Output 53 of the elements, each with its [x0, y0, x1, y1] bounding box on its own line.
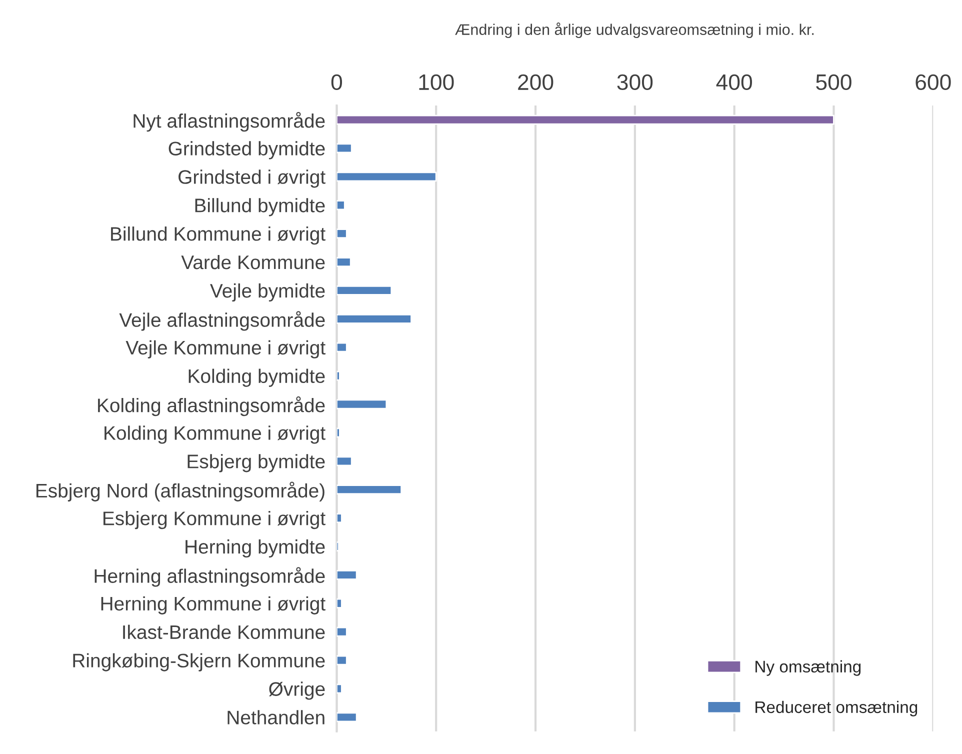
bar — [336, 370, 340, 381]
y-tick-label: Esbjerg Nord (aflastningsområde) — [36, 482, 324, 502]
legend-label: Ny omsætning — [756, 660, 861, 676]
legend-label: Reduceret omsætning — [756, 700, 918, 716]
bar — [336, 314, 412, 324]
x-tick-label: 0 — [331, 74, 342, 90]
y-tick-label: Esbjerg Kommune i øvrigt — [104, 510, 326, 530]
bar — [336, 655, 348, 666]
y-tick-label: Kolding aflastningsområde — [98, 396, 325, 416]
x-tick-label: 100 — [419, 74, 454, 90]
y-tick-label: Vejle Kommune i øvrigt — [126, 340, 326, 358]
bar — [336, 513, 342, 523]
y-tick-label: Grindsted bymidte — [168, 141, 325, 160]
x-tick-label: 200 — [518, 74, 554, 90]
y-tick-label: Herning bymidte — [186, 539, 325, 558]
bar — [336, 228, 348, 239]
y-tick-label: Nethandlen — [228, 710, 324, 724]
y-tick-label: Grindsted i øvrigt — [178, 170, 326, 188]
y-tick-label: Ikast-Brande Kommune — [123, 624, 325, 640]
bar — [336, 286, 392, 296]
y-tick-label: Vejle bymidte — [210, 283, 325, 302]
y-tick-label: Øvrige — [268, 682, 325, 700]
y-tick-label: Varde Kommune — [181, 254, 325, 270]
bar — [336, 257, 352, 267]
bar — [336, 200, 346, 210]
y-tick-label: Esbjerg bymidte — [188, 454, 325, 472]
y-tick-label: Kolding Kommune i øvrigt — [104, 426, 326, 444]
y-tick-label: Ringkøbing-Skjern Kommune — [73, 653, 325, 672]
x-axis-title: Ændring i den årlige udvalgsvareomsætning i mio. kr. — [455, 22, 814, 38]
bar — [336, 172, 437, 182]
y-tick-label: Billund Kommune i øvrigt — [111, 226, 326, 245]
bar — [336, 626, 348, 637]
y-tick-label: Herning aflastningsområde — [94, 567, 325, 587]
bar — [336, 399, 388, 410]
x-tick-label: 300 — [617, 74, 653, 90]
bar — [336, 712, 358, 722]
bar — [336, 484, 402, 495]
bar — [336, 456, 352, 466]
bar — [336, 684, 342, 694]
x-tick-label: 400 — [716, 74, 752, 90]
y-tick-label: Nyt aflastningsområde — [134, 112, 325, 132]
bar — [336, 570, 358, 580]
bar — [336, 598, 342, 608]
x-tick-label: 600 — [916, 74, 951, 90]
bar — [336, 342, 348, 352]
bar — [336, 114, 834, 125]
bar — [336, 143, 352, 154]
bar — [336, 428, 340, 438]
y-tick-label: Herning Kommune i øvrigt — [101, 596, 326, 614]
y-tick-label: Kolding bymidte — [188, 368, 325, 387]
x-tick-label: 500 — [816, 74, 852, 90]
y-tick-label: Vejle aflastningsområde — [119, 311, 325, 331]
y-tick-label: Billund bymidte — [195, 198, 325, 216]
